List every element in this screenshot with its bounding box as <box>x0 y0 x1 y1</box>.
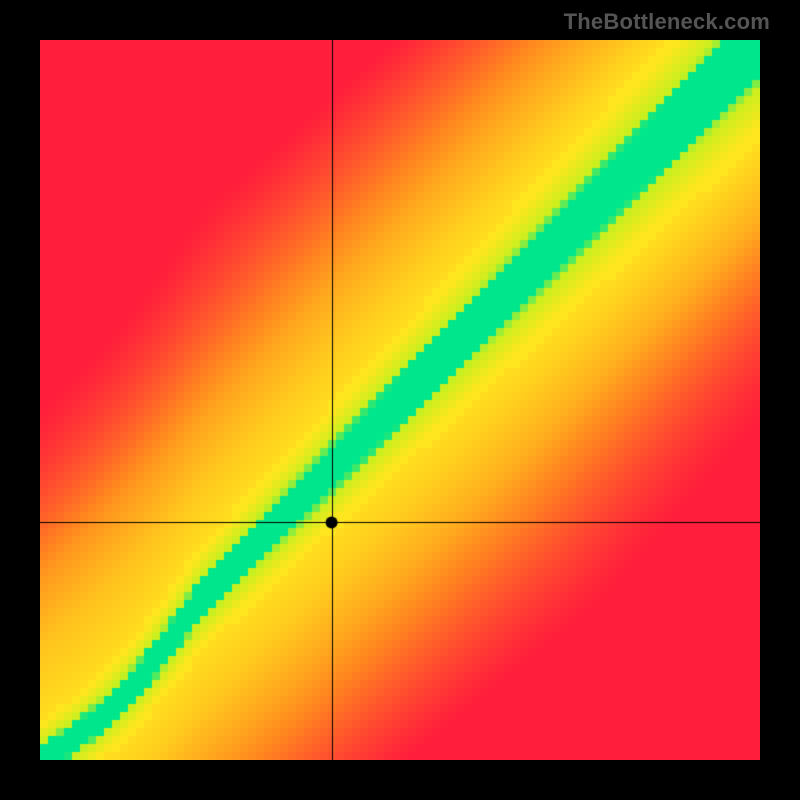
watermark-text: TheBottleneck.com <box>564 9 770 35</box>
chart-container: { "watermark": "TheBottleneck.com", "hea… <box>0 0 800 800</box>
bottleneck-heatmap <box>40 40 760 760</box>
